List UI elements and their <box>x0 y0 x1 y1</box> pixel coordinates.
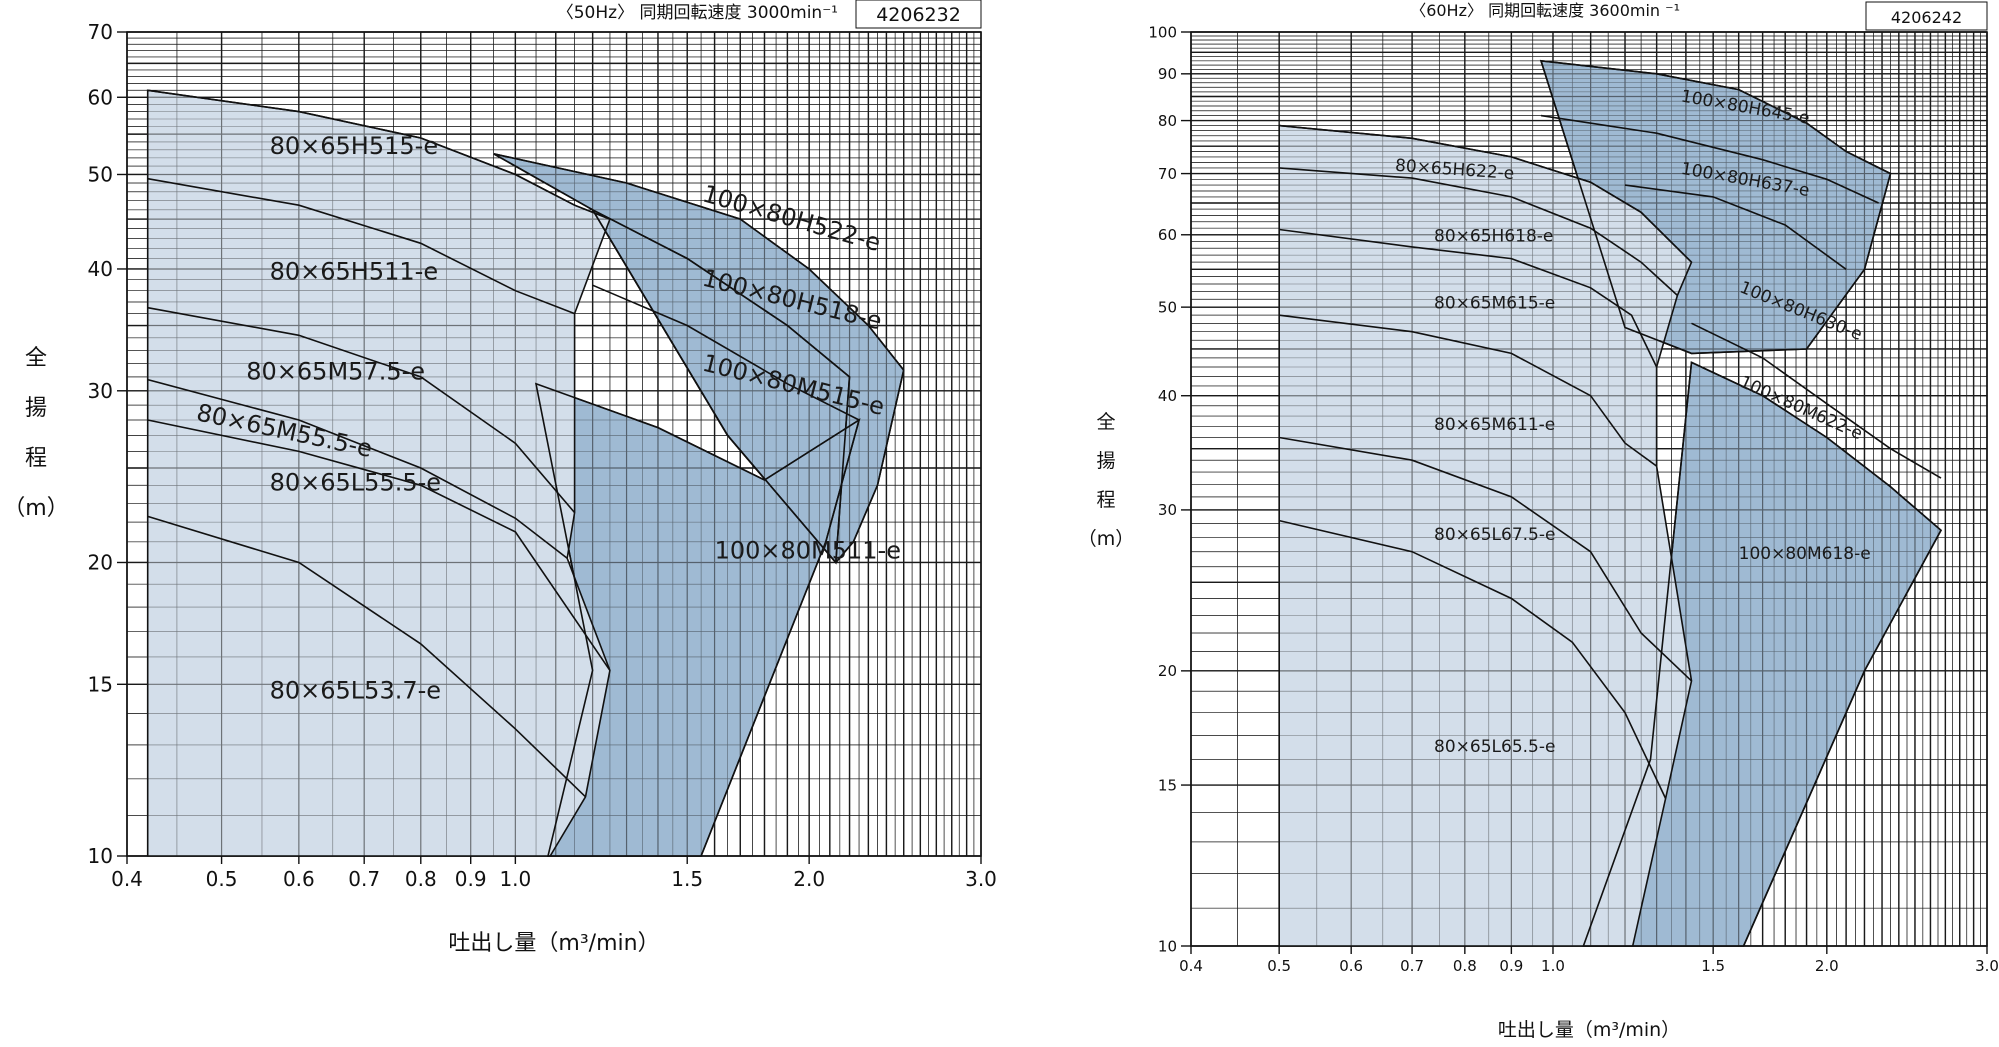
y-tick-label: 100 <box>1148 23 1177 41</box>
curve-100×80M515-e <box>592 284 860 421</box>
curve-100×80H630-e <box>1624 184 1847 270</box>
curve-80×65M55.5-e <box>147 378 568 559</box>
y-tick-label: 80 <box>1158 112 1177 130</box>
x-tick-label: 3.0 <box>1975 957 1999 975</box>
outline-100×80M618-e <box>1582 361 1943 947</box>
x-tick-label: 1.0 <box>1541 957 1565 975</box>
model-label: 80×65M57.5-e <box>246 358 425 386</box>
x-tick-label: 0.8 <box>1453 957 1477 975</box>
y-tick-label: 50 <box>1158 298 1177 316</box>
x-tick-label: 0.7 <box>1400 957 1424 975</box>
model-label: 80×65M611-e <box>1434 415 1555 435</box>
curve-80×65M615-e <box>1279 228 1658 368</box>
model-label: 80×65H511-e <box>270 258 438 286</box>
outline-100×80H518-e <box>590 207 851 565</box>
outline-100×80M511-e <box>534 382 861 857</box>
x-tick-label: 0.4 <box>1179 957 1203 975</box>
model-label: 80×65L67.5-e <box>1434 525 1555 545</box>
y-tick-label: 10 <box>88 844 113 868</box>
chart-50hz: 80×65H515-e80×65H511-e80×65M57.5-e80×65M… <box>3 0 997 956</box>
y-axis-label: （m） <box>3 496 68 521</box>
y-tick-label: 70 <box>1158 165 1177 183</box>
y-tick-label: 90 <box>1158 65 1177 83</box>
y-tick-label: 60 <box>1158 226 1177 244</box>
y-axis-label: 程 <box>25 446 47 471</box>
x-tick-label: 0.6 <box>1339 957 1363 975</box>
model-label: 100×80M511-e <box>715 536 901 564</box>
chart-subtitle: 〈50Hz〉 同期回転速度 3000min⁻¹ <box>557 3 838 23</box>
x-axis-label: 吐出し量（m³/min） <box>1498 1019 1680 1041</box>
grid-overlay <box>1190 31 1988 947</box>
y-tick-label: 15 <box>1158 776 1177 794</box>
curve-80×65H618-e <box>1279 167 1678 296</box>
model-label: 80×65L55.5-e <box>270 469 441 497</box>
x-tick-label: 0.4 <box>111 867 143 891</box>
curve-80×65H622-e <box>1279 124 1693 263</box>
chart-code: 4206242 <box>1891 8 1962 27</box>
y-tick-label: 30 <box>1158 501 1177 519</box>
curve-80×65L67.5-e <box>1279 436 1693 682</box>
chart-code: 4206232 <box>876 4 961 26</box>
model-label: 100×80M618-e <box>1739 544 1871 564</box>
curve-80×65H511-e <box>147 177 575 315</box>
model-label: 80×65L65.5-e <box>1434 737 1555 757</box>
curve-80×65L65.5-e <box>1279 519 1667 799</box>
curve-80×65H515-e <box>147 89 611 220</box>
x-tick-label: 0.6 <box>283 867 315 891</box>
x-tick-label: 0.9 <box>455 867 487 891</box>
y-tick-label: 20 <box>1158 662 1177 680</box>
x-tick-label: 0.8 <box>405 867 437 891</box>
y-axis-label: 全 <box>25 346 47 371</box>
x-tick-label: 1.5 <box>671 867 703 891</box>
curve-80×65M57.5-e <box>147 306 576 514</box>
curve-100×80M622-e <box>1691 322 1942 479</box>
y-axis-label: 揚 <box>25 396 47 421</box>
y-tick-label: 30 <box>88 379 113 403</box>
curve-80×65M611-e <box>1279 314 1658 467</box>
curve-100×80H637-e <box>1540 114 1879 204</box>
model-label: 80×65L53.7-e <box>270 677 441 705</box>
y-tick-label: 50 <box>88 162 113 186</box>
y-axis-label: 揚 <box>1096 450 1115 472</box>
y-axis-label: （m） <box>1078 528 1135 550</box>
y-tick-label: 60 <box>88 85 113 109</box>
x-tick-label: 0.7 <box>348 867 380 891</box>
model-label: 80×65H515-e <box>270 132 438 160</box>
y-tick-label: 20 <box>88 550 113 574</box>
y-tick-label: 70 <box>88 20 113 44</box>
code-box <box>1865 1 1988 31</box>
y-axis-label: 全 <box>1096 411 1115 433</box>
model-label: 80×65H618-e <box>1434 226 1553 246</box>
x-tick-label: 0.5 <box>206 867 238 891</box>
chart-60hz: 100×80H645-e100×80H637-e100×80H630-e100×… <box>1078 1 1999 1041</box>
x-tick-label: 2.0 <box>1815 957 1839 975</box>
y-tick-label: 15 <box>88 672 113 696</box>
y-tick-label: 10 <box>1158 937 1177 955</box>
code-box <box>855 0 982 29</box>
curve-80×65L55.5-e <box>147 419 611 671</box>
x-axis-label: 吐出し量（m³/min） <box>448 931 659 956</box>
y-axis-label: 程 <box>1096 489 1115 511</box>
curve-80×65L53.7-e <box>147 515 587 798</box>
x-tick-label: 0.5 <box>1267 957 1291 975</box>
y-tick-label: 40 <box>88 257 113 281</box>
x-tick-label: 3.0 <box>965 867 997 891</box>
x-tick-label: 0.9 <box>1499 957 1523 975</box>
x-tick-label: 1.5 <box>1701 957 1725 975</box>
chart-subtitle: 〈60Hz〉 同期回転速度 3600min ⁻¹ <box>1410 1 1680 20</box>
x-tick-label: 1.0 <box>499 867 531 891</box>
x-tick-label: 2.0 <box>793 867 825 891</box>
outline-100×80H645-e <box>1539 59 1892 355</box>
model-label: 80×65M615-e <box>1434 294 1555 314</box>
y-tick-label: 40 <box>1158 387 1177 405</box>
